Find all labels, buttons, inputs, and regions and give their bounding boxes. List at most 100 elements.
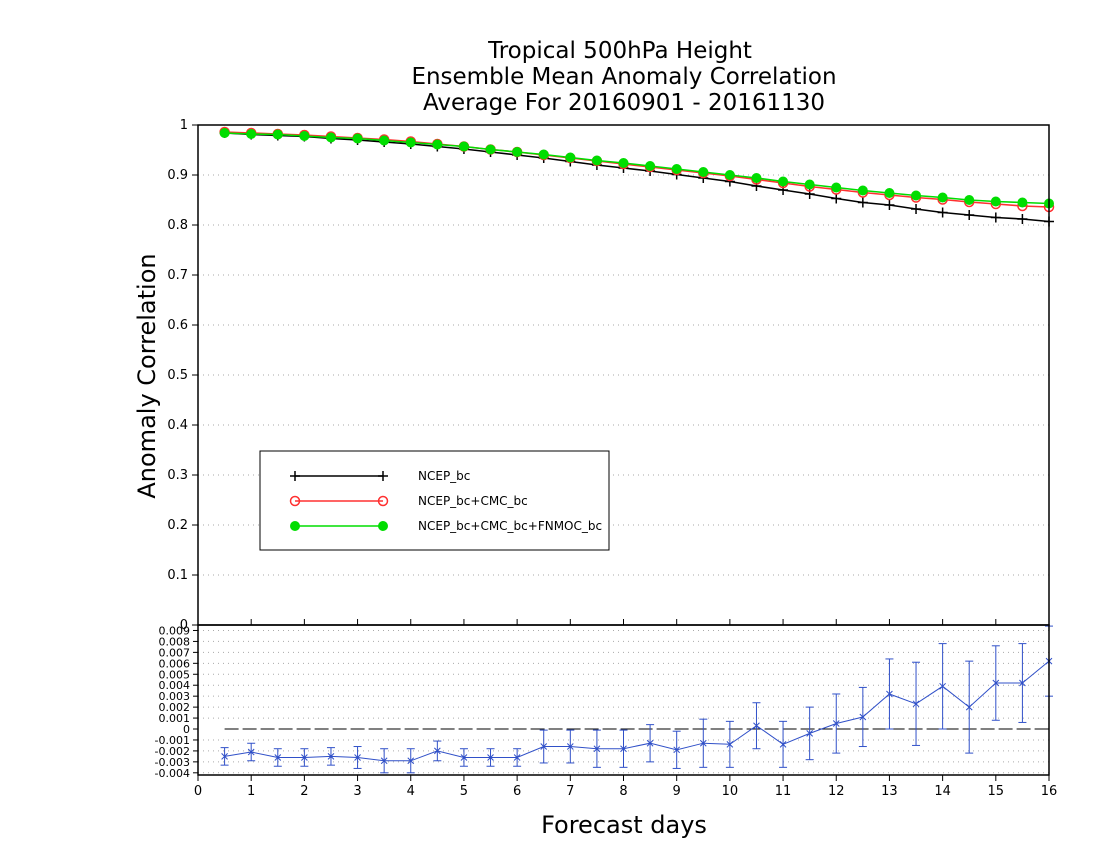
data-point bbox=[804, 179, 815, 190]
data-point bbox=[1017, 214, 1028, 224]
data-point bbox=[964, 210, 975, 220]
difference-point bbox=[221, 753, 228, 760]
legend-marker bbox=[378, 521, 388, 531]
data-point bbox=[299, 131, 310, 141]
difference-point bbox=[779, 740, 787, 748]
difference-point bbox=[832, 720, 840, 727]
difference-series bbox=[220, 625, 1053, 774]
difference-point bbox=[726, 740, 734, 748]
x-tick-label: 4 bbox=[407, 784, 415, 799]
main-y-tick-label: 0.8 bbox=[167, 218, 188, 233]
difference-y-tick-label: 0.001 bbox=[159, 712, 191, 725]
difference-point bbox=[407, 757, 415, 765]
x-tick-label: 7 bbox=[566, 784, 574, 799]
data-point bbox=[964, 195, 975, 205]
difference-point bbox=[460, 754, 468, 761]
legend-entry: NCEP_bc bbox=[290, 469, 470, 483]
x-tick-label: 1 bbox=[247, 784, 255, 799]
x-axis-label: Forecast days bbox=[541, 811, 707, 839]
main-grid bbox=[198, 174, 1049, 576]
legend-label: NCEP_bc+CMC_bc+FNMOC_bc bbox=[418, 519, 602, 533]
legend-label: NCEP_bc+CMC_bc bbox=[418, 494, 528, 508]
difference-point bbox=[327, 753, 335, 760]
main-y-tick-label: 1 bbox=[180, 118, 188, 133]
data-point bbox=[458, 141, 469, 152]
data-point bbox=[911, 204, 922, 214]
difference-point bbox=[247, 748, 255, 756]
legend: NCEP_bc NCEP_bc+CMC_bc NCEP_bc+CMC_bc+FNMO… bbox=[259, 450, 610, 551]
data-point bbox=[831, 193, 842, 204]
chart-title-line-2: Ensemble Mean Anomaly Correlation bbox=[411, 64, 836, 90]
data-point bbox=[432, 139, 443, 150]
data-point bbox=[618, 158, 629, 168]
x-tick-label: 9 bbox=[673, 784, 681, 799]
chart-title-line-1: Tropical 500hPa Height bbox=[487, 38, 752, 64]
data-point bbox=[405, 137, 416, 148]
legend-marker bbox=[290, 521, 300, 531]
difference-point bbox=[1019, 679, 1026, 687]
legend-marker bbox=[289, 495, 301, 507]
data-point bbox=[778, 185, 789, 195]
data-point bbox=[937, 207, 948, 218]
difference-y-tick-label: 0.006 bbox=[159, 657, 191, 670]
difference-point bbox=[912, 700, 920, 708]
data-point bbox=[911, 190, 922, 201]
series-ncep-bc-cmc-bc-fnmoc-bc bbox=[219, 128, 1054, 209]
series-ncep-bc bbox=[219, 128, 1054, 227]
main-series bbox=[219, 126, 1055, 227]
difference-point bbox=[274, 754, 282, 761]
data-point bbox=[671, 164, 682, 174]
data-point bbox=[1017, 197, 1028, 208]
data-point bbox=[325, 132, 336, 143]
difference-point bbox=[620, 745, 627, 753]
difference-y-tick-label: -0.004 bbox=[155, 767, 190, 780]
difference-point bbox=[566, 743, 574, 750]
difference-point bbox=[593, 745, 601, 753]
difference-y-tick-label: -0.003 bbox=[155, 756, 190, 769]
main-y-tick-label: 0.4 bbox=[167, 418, 188, 433]
data-point bbox=[485, 144, 496, 155]
chart-title-line-3: Average For 20160901 - 20161130 bbox=[423, 90, 825, 116]
difference-point bbox=[965, 703, 973, 711]
x-tick-label: 12 bbox=[828, 784, 845, 799]
difference-point bbox=[753, 722, 760, 730]
main-y-tick-label: 0.5 bbox=[167, 368, 188, 383]
difference-point bbox=[673, 746, 681, 754]
legend-marker bbox=[290, 471, 300, 481]
difference-point bbox=[859, 713, 867, 721]
difference-point bbox=[806, 730, 814, 737]
difference-point bbox=[540, 743, 548, 750]
data-point bbox=[645, 161, 656, 171]
difference-y-tick-label: -0.002 bbox=[155, 745, 190, 758]
difference-y-tick-label: 0.003 bbox=[159, 690, 191, 703]
x-tick-label: 2 bbox=[300, 784, 308, 799]
legend-entry: NCEP_bc+CMC_bc bbox=[289, 494, 528, 508]
legend-marker bbox=[377, 495, 389, 507]
data-point bbox=[937, 192, 948, 203]
data-point bbox=[591, 155, 602, 166]
difference-point bbox=[354, 754, 361, 761]
data-point bbox=[884, 188, 895, 198]
x-tick-label: 3 bbox=[353, 784, 361, 799]
difference-y-tick-label: -0.001 bbox=[155, 734, 190, 747]
main-y-tick-label: 0.7 bbox=[167, 268, 188, 283]
main-y-tick-label: 0.1 bbox=[167, 568, 188, 583]
x-tick-label: 14 bbox=[934, 784, 951, 799]
main-y-tick-label: 0.3 bbox=[167, 468, 188, 483]
difference-point bbox=[646, 739, 654, 747]
x-tick-label: 8 bbox=[619, 784, 627, 799]
difference-y-ticks: -0.004-0.003-0.002-0.00100.0010.0020.003… bbox=[155, 624, 198, 780]
data-point bbox=[379, 135, 390, 146]
legend-label: NCEP_bc bbox=[418, 469, 470, 483]
main-y-tick-label: 0 bbox=[180, 618, 188, 633]
data-point bbox=[219, 128, 230, 138]
series-line bbox=[224, 132, 1050, 205]
data-point bbox=[990, 196, 1001, 207]
data-point bbox=[857, 197, 868, 208]
data-point bbox=[778, 176, 789, 187]
x-tick-label: 10 bbox=[722, 784, 739, 799]
difference-point bbox=[699, 739, 707, 747]
data-point bbox=[565, 152, 576, 163]
main-y-tick-label: 0.2 bbox=[167, 518, 188, 533]
